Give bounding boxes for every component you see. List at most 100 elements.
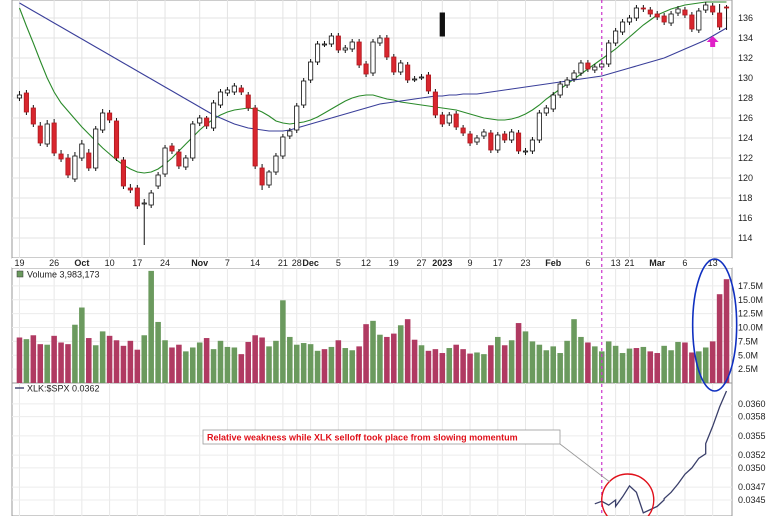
- axis-layer: 19 26 Oct 10 17 24 Nov 7 14 21 28 Dec 5 12 19 27 2023 9 17…: [14, 13, 765, 505]
- candle-down: [502, 133, 508, 141]
- volume-bar: [522, 331, 529, 383]
- volume-bar: [397, 325, 404, 383]
- date-tick-label: 17: [493, 258, 503, 268]
- volume-bar: [141, 335, 148, 383]
- candle-up: [273, 155, 279, 173]
- candle-up: [217, 91, 224, 106]
- candle-up: [446, 114, 452, 124]
- volume-bar: [79, 307, 85, 383]
- candle-up: [280, 136, 286, 157]
- date-tick-label: 17: [132, 258, 142, 268]
- volume-bar: [696, 351, 702, 383]
- candle-up: [633, 7, 639, 19]
- volume-bar: [266, 346, 272, 383]
- volume-bar: [162, 340, 168, 383]
- candle-down: [647, 9, 653, 15]
- ratio-panel-title: XLK:$SPX 0.0362: [27, 384, 100, 394]
- volume-bar: [605, 341, 612, 383]
- volume-bar: [384, 336, 390, 383]
- volume-bar: [356, 346, 362, 383]
- ratio-tick-label: 0.0358: [738, 412, 766, 422]
- candle-up: [266, 171, 272, 186]
- candle-up: [529, 139, 535, 152]
- date-tick-label: Mar: [649, 258, 666, 268]
- candle-down: [37, 125, 43, 144]
- candle-down: [245, 94, 251, 109]
- price-tick-label: 124: [738, 133, 753, 143]
- long-moving-average-line: [19, 2, 727, 132]
- volume-bar: [189, 347, 196, 383]
- volume-tick-label: 15.0M: [738, 295, 763, 305]
- ratio-tick-label: 0.0360: [738, 399, 766, 409]
- candle-down: [356, 41, 362, 66]
- volume-bar: [377, 334, 383, 383]
- candle-down: [467, 133, 473, 144]
- candle-up: [231, 85, 237, 93]
- candle-down: [654, 13, 660, 18]
- volume-bar: [675, 341, 681, 383]
- annotation-box: [202, 429, 561, 445]
- volume-bar: [321, 349, 328, 383]
- volume-bar: [585, 342, 591, 383]
- volume-bar: [474, 352, 480, 383]
- volume-bar: [404, 319, 411, 383]
- candle-up: [44, 123, 50, 145]
- price-tick-label: 132: [738, 53, 753, 63]
- price-tick-label: 122: [738, 153, 753, 163]
- volume-bar: [203, 338, 210, 383]
- volume-bar: [723, 279, 730, 383]
- date-tick-label: Feb: [545, 258, 562, 268]
- candle-down: [363, 63, 369, 75]
- volume-bar: [661, 345, 667, 383]
- annotation-leader-line: [559, 443, 611, 483]
- volume-bar: [536, 344, 543, 383]
- candle-up: [474, 137, 480, 143]
- volume-bar: [30, 335, 37, 383]
- ratio-line: [594, 390, 728, 514]
- date-tick-label: 19: [14, 258, 24, 268]
- volume-bar: [446, 348, 453, 383]
- volume-bar: [280, 300, 286, 383]
- candle-down: [113, 120, 120, 159]
- momentum-highlight-circle: [601, 473, 655, 521]
- candle-down: [516, 132, 522, 152]
- volume-bar: [169, 347, 175, 383]
- date-tick-label: 26: [49, 258, 59, 268]
- date-tick-label: 12: [361, 258, 371, 268]
- volume-bar: [183, 351, 189, 383]
- candle-up: [571, 72, 577, 80]
- volume-bar: [245, 341, 251, 383]
- candle-up: [287, 130, 293, 137]
- date-tick-label: 23: [520, 258, 530, 268]
- candle-up: [100, 112, 106, 131]
- candle-up: [328, 35, 334, 45]
- volume-bar: [113, 340, 120, 383]
- candle-up: [314, 43, 321, 63]
- volume-bar: [120, 345, 127, 383]
- candle-up: [412, 78, 418, 81]
- volume-bar: [106, 335, 113, 383]
- volume-bar: [363, 324, 369, 383]
- candle-up: [370, 41, 376, 74]
- candle-down: [682, 9, 688, 16]
- candle-up: [578, 62, 584, 74]
- volume-bar: [273, 340, 279, 383]
- volume-bar: [23, 339, 30, 383]
- volume-bar: [300, 343, 307, 383]
- date-tick-label: Nov: [191, 258, 208, 268]
- volume-bar: [231, 347, 238, 383]
- volume-bar: [654, 353, 660, 383]
- price-tick-label: 130: [738, 73, 753, 83]
- candle-down: [405, 64, 411, 81]
- candle-down: [661, 15, 667, 23]
- candle-up: [349, 41, 355, 50]
- volume-bar: [391, 333, 397, 383]
- volume-tick-label: 7.5M: [738, 336, 758, 346]
- volume-bar: [619, 353, 626, 383]
- volume-tick-label: 5.0M: [738, 350, 758, 360]
- volume-legend-swatch: [16, 270, 24, 278]
- volume-bar: [488, 345, 494, 383]
- date-tick-label: 13: [611, 258, 621, 268]
- price-tick-label: 136: [738, 13, 753, 23]
